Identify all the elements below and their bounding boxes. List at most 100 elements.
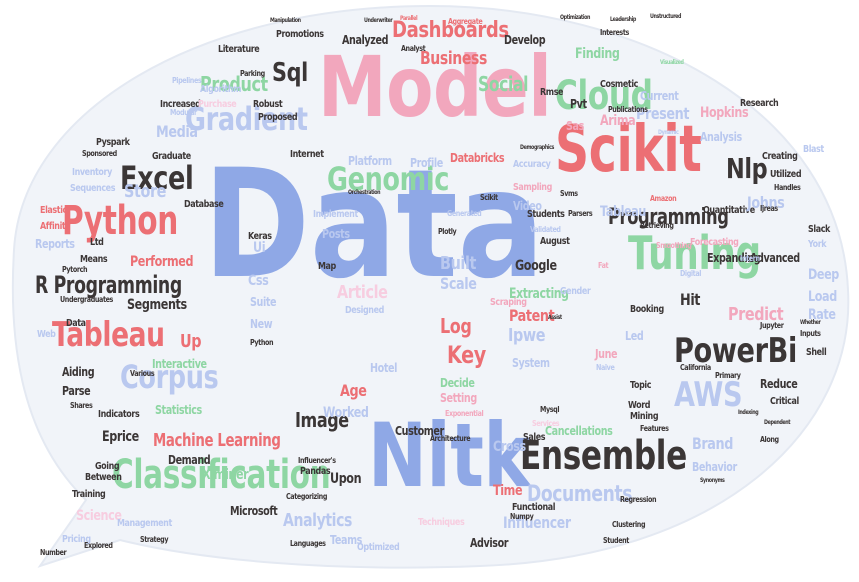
word-interactive: Interactive — [152, 357, 207, 371]
word-management: Management — [117, 518, 172, 529]
word-amazon: Amazon — [650, 194, 677, 203]
word-sas: Sas — [566, 119, 584, 133]
word-demand: Demand — [168, 453, 211, 467]
word-ui: Ui — [253, 240, 266, 256]
word-parallel: Parallel — [400, 15, 418, 22]
word-pytorch: Pytorch — [62, 265, 88, 274]
word-programming: Programming — [608, 205, 729, 230]
word-forecasting: Forecasting — [690, 237, 739, 248]
word-present: Present — [636, 104, 690, 123]
word-media: Media — [156, 122, 198, 141]
word-number: Number — [40, 548, 67, 557]
word-gradient: Gradient — [185, 100, 308, 138]
word-interests: Interests — [600, 28, 629, 37]
word-blast: Blast — [803, 144, 824, 155]
word-mysql: Mysql — [540, 405, 560, 414]
word-data: Data — [203, 138, 545, 312]
word-digital: Digital — [680, 269, 702, 278]
word-pyspark: Pyspark — [96, 137, 130, 148]
word-sponsored: Sponsored — [82, 149, 117, 158]
word-reduce: Reduce — [760, 377, 798, 391]
word-advanced: Advanced — [750, 251, 800, 265]
word-image: Image — [295, 408, 349, 432]
word-handles: Handles — [774, 183, 801, 192]
word-designed: Designed — [345, 305, 384, 316]
word-python: Python — [62, 198, 178, 244]
word-robust: Robust — [253, 99, 283, 110]
word-log: Log — [440, 314, 472, 338]
word-numpy: Numpy — [510, 512, 534, 521]
word-internet: Internet — [290, 149, 324, 160]
word-various: Various — [130, 369, 155, 378]
word-sql: Sql — [272, 58, 308, 88]
word-influencer-s: Influencer's — [298, 456, 336, 465]
word-segments: Segments — [127, 297, 187, 313]
speech-bubble-shape — [11, 4, 850, 569]
word-video: Video — [513, 199, 542, 213]
word-dynamic: Dynamic — [658, 129, 679, 136]
word-promotions: Promotions — [276, 29, 324, 40]
word-sales: Sales — [523, 432, 546, 443]
word-web: Web — [37, 329, 56, 340]
word-cloud: Cloud — [555, 73, 653, 119]
word-pipelines: Pipelines — [172, 76, 202, 85]
word-implement: Implement — [313, 209, 358, 220]
word-booking: Booking — [630, 304, 664, 315]
word-graduate: Graduate — [152, 151, 191, 162]
word-assist: Assist — [548, 314, 562, 321]
word-unstructured: Unstructured — [650, 13, 682, 20]
word-rate: Rate — [808, 307, 836, 323]
word-proposed: Proposed — [258, 112, 298, 123]
word-store: Store — [124, 181, 167, 202]
word-aggregate: Aggregate — [448, 17, 483, 26]
word-shares: Shares — [70, 401, 93, 410]
word-exponential: Exponential — [445, 409, 484, 418]
word-extracting: Extracting — [509, 286, 569, 302]
word-fat: Fat — [598, 261, 609, 270]
word-inputs: Inputs — [800, 329, 821, 338]
word-june: June — [595, 347, 618, 361]
word-sequences: Sequences — [70, 183, 116, 194]
word-science: Science — [76, 508, 122, 524]
word-generated: Generated — [447, 209, 482, 218]
word-performed: Performed — [130, 254, 194, 270]
word-machine-learning: Machine Learning — [153, 430, 281, 451]
word-led: Led — [625, 329, 644, 343]
word-patent: Patent — [509, 306, 555, 325]
word-time: Time — [493, 483, 523, 499]
word-intern: Intern — [740, 254, 760, 263]
word-naive: Naive — [596, 363, 615, 372]
word-pvt: Pvt — [570, 97, 587, 111]
word-predict: Predict — [728, 304, 784, 325]
word-topic: Topic — [630, 380, 652, 391]
word-demographics: Demographics — [520, 144, 554, 151]
word-sampling: Sampling — [513, 182, 552, 193]
word-r-programming: R Programming — [35, 271, 182, 299]
word-indexing: Indexing — [738, 409, 759, 416]
word-undergraduates: Undergraduates — [60, 295, 113, 304]
word-profile: Profile — [410, 156, 443, 170]
word-word: Word — [628, 400, 651, 411]
word-classification: Classification — [112, 452, 331, 498]
word-system: System — [512, 356, 550, 370]
word-algorithm: Algorithm — [200, 84, 242, 95]
word-rmse: Rmse — [540, 87, 564, 98]
word-documents: Documents — [527, 482, 633, 507]
word-parking: Parking — [240, 69, 265, 78]
word-functional: Functional — [512, 502, 556, 513]
word-decide: Decide — [440, 376, 475, 390]
word-worked: Worked — [323, 405, 369, 421]
word-architecture: Architecture — [430, 434, 471, 443]
word-finding: Finding — [575, 46, 620, 62]
word-parsers: Parsers — [568, 209, 593, 218]
word-built: Built — [440, 253, 476, 274]
word-elastic: Elastic — [40, 205, 67, 216]
word-tableau: Tableau — [52, 315, 165, 355]
word-pricing: Pricing — [62, 534, 91, 545]
word-manipulation: Manipulation — [270, 17, 301, 24]
word-tuning: Tuning — [628, 226, 761, 280]
word-analyst: Analyst — [401, 44, 426, 53]
word-york: York — [808, 239, 827, 250]
word-tableau: Tableau — [600, 204, 646, 220]
